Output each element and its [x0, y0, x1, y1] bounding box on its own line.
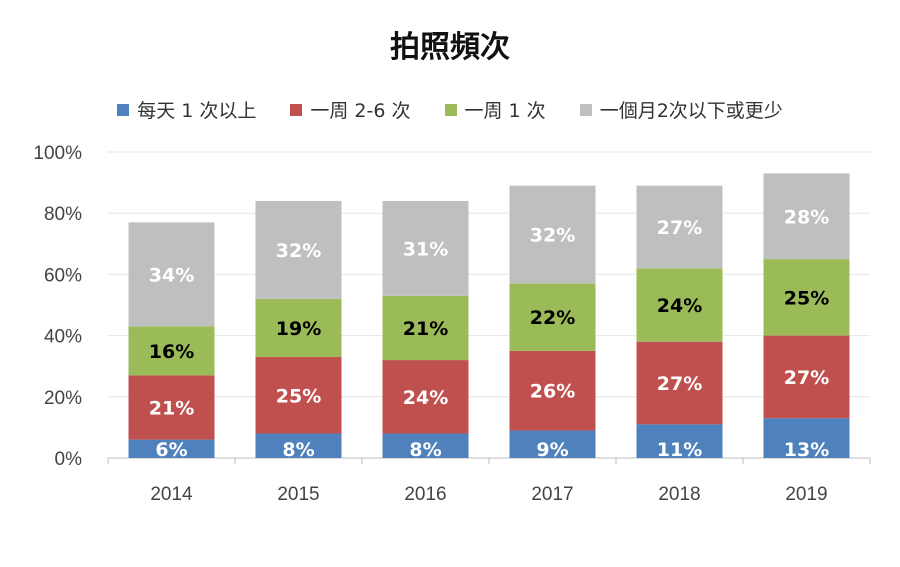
legend: 每天 1 次以上 一周 2-6 次 一周 1 次 一個月2次以下或更少 — [0, 96, 900, 123]
bar-segment — [255, 298, 342, 358]
data-label: 16% — [149, 341, 194, 363]
legend-label-monthly: 一個月2次以下或更少 — [599, 100, 783, 122]
data-label: 8% — [409, 439, 441, 461]
y-tick-label: 20% — [44, 388, 82, 409]
bar-segment — [509, 185, 596, 284]
legend-label-weekly-2-6: 一周 2-6 次 — [310, 100, 411, 122]
legend-item-weekly-2-6: 一周 2-6 次 — [290, 96, 411, 123]
legend-item-weekly-1: 一周 1 次 — [444, 96, 546, 123]
x-tick-label: 2015 — [277, 484, 319, 505]
data-label: 34% — [149, 264, 194, 286]
bar-segment — [128, 375, 215, 440]
legend-label-weekly-1: 一周 1 次 — [464, 100, 546, 122]
bar-segment — [255, 200, 342, 299]
data-label: 13% — [784, 439, 829, 461]
x-tick-label: 2019 — [785, 484, 827, 505]
bar-segment — [382, 200, 469, 296]
bar-segment — [382, 433, 469, 458]
y-tick-label: 0% — [55, 449, 83, 470]
data-label: 8% — [282, 439, 314, 461]
bar-segment — [128, 326, 215, 376]
data-label: 21% — [403, 318, 448, 340]
bar-segment — [636, 424, 723, 458]
y-tick-label: 60% — [44, 265, 82, 286]
data-label: 27% — [657, 373, 702, 395]
bar-segment — [763, 259, 850, 336]
bar-segment — [636, 185, 723, 269]
data-label: 25% — [784, 287, 829, 309]
data-label: 11% — [657, 439, 702, 461]
bar-segment — [636, 268, 723, 342]
bar-segment — [128, 222, 215, 327]
legend-swatch-daily — [117, 103, 130, 116]
bar-segment — [128, 439, 215, 458]
bar-segment — [636, 341, 723, 425]
bar-segment — [509, 283, 596, 351]
legend-label-daily: 每天 1 次以上 — [137, 100, 257, 122]
data-label: 32% — [276, 240, 321, 262]
bar-segment — [382, 360, 469, 434]
data-label: 31% — [403, 238, 448, 260]
data-label: 22% — [530, 307, 575, 329]
legend-item-daily: 每天 1 次以上 — [117, 96, 256, 123]
legend-swatch-weekly-2-6 — [290, 103, 303, 116]
bar-segment — [509, 350, 596, 431]
data-label: 24% — [657, 295, 702, 317]
data-label: 19% — [276, 318, 321, 340]
data-label: 24% — [403, 387, 448, 409]
y-tick-label: 40% — [44, 327, 82, 348]
bar-segment — [509, 430, 596, 458]
legend-swatch-monthly — [579, 103, 592, 116]
data-label: 26% — [530, 381, 575, 403]
x-tick-label: 2018 — [658, 484, 700, 505]
chart-title: 拍照頻次 — [390, 30, 510, 65]
data-label: 9% — [536, 439, 568, 461]
y-tick-label: 100% — [33, 143, 82, 164]
legend-swatch-weekly-1 — [444, 103, 457, 116]
x-tick-label: 2017 — [531, 484, 573, 505]
x-tick-label: 2014 — [150, 484, 193, 505]
data-label: 32% — [530, 225, 575, 247]
legend-item-monthly: 一個月2次以下或更少 — [579, 96, 783, 123]
bar-segment — [382, 295, 469, 361]
data-label: 28% — [784, 206, 829, 228]
bar-segment — [255, 433, 342, 458]
bar-segment — [763, 173, 850, 260]
bar-segment — [763, 335, 850, 419]
data-label: 6% — [155, 439, 187, 461]
data-label: 25% — [276, 385, 321, 407]
bar-segment — [255, 357, 342, 434]
data-label: 27% — [657, 217, 702, 239]
x-tick-label: 2016 — [404, 484, 446, 505]
data-label: 21% — [149, 398, 194, 420]
y-tick-label: 80% — [44, 204, 82, 225]
bar-segment — [763, 418, 850, 458]
data-label: 27% — [784, 367, 829, 389]
